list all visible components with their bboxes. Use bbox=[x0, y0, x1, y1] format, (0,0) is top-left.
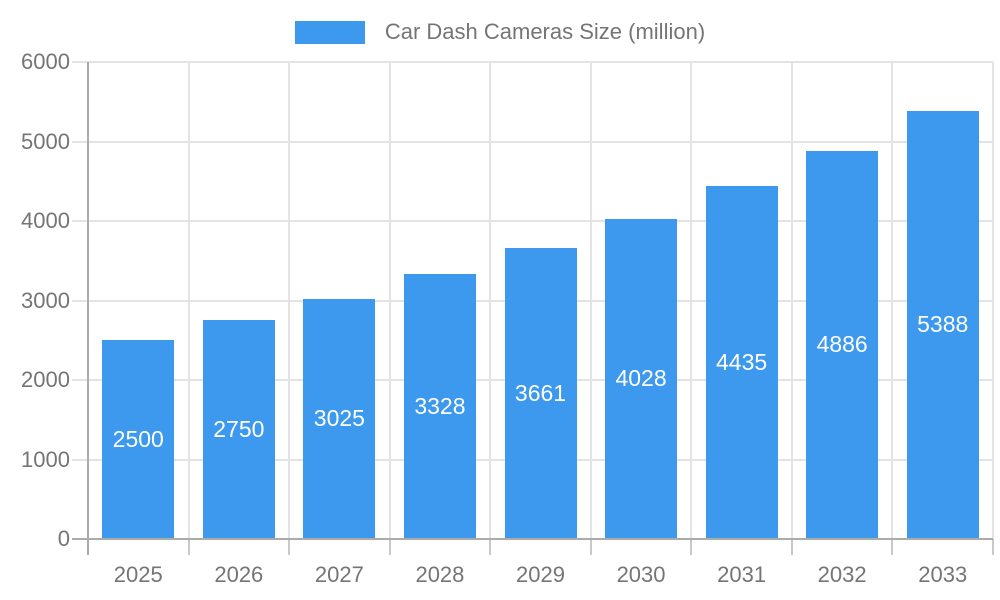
x-gridline bbox=[690, 62, 693, 539]
bar-value-label: 3661 bbox=[514, 379, 567, 406]
x-axis-label: 2028 bbox=[415, 562, 465, 587]
x-axis-label: 2031 bbox=[717, 562, 767, 587]
bar-value-label: 3328 bbox=[414, 393, 466, 420]
y-tick bbox=[72, 61, 88, 63]
x-tick bbox=[690, 539, 693, 555]
x-tick bbox=[187, 539, 190, 555]
bar-value-label: 4886 bbox=[816, 331, 868, 358]
bar-2026[interactable] bbox=[202, 320, 275, 539]
bar-value-label: 2500 bbox=[112, 426, 164, 453]
x-gridline bbox=[790, 62, 793, 539]
x-gridline bbox=[489, 62, 492, 539]
y-tick bbox=[72, 458, 88, 461]
y-tick bbox=[72, 220, 88, 222]
x-tick bbox=[992, 539, 994, 555]
bar-2027[interactable] bbox=[303, 298, 376, 539]
bar-value-label: 2750 bbox=[213, 416, 265, 443]
x-gridline bbox=[288, 62, 291, 539]
x-gridline bbox=[187, 62, 190, 539]
y-gridline bbox=[88, 140, 993, 143]
x-axis-label: 2026 bbox=[214, 562, 264, 587]
y-axis-label: 4000 bbox=[21, 208, 70, 233]
y-gridline bbox=[88, 220, 993, 222]
bar-2025[interactable] bbox=[102, 340, 175, 539]
x-tick bbox=[589, 539, 592, 555]
y-axis-label: 1000 bbox=[21, 446, 70, 472]
bar-value-label: 4435 bbox=[716, 349, 768, 376]
x-axis-label: 2030 bbox=[616, 562, 666, 587]
y-axis-label: 0 bbox=[57, 526, 70, 551]
x-tick bbox=[388, 539, 391, 555]
legend-swatch-icon bbox=[294, 20, 365, 44]
x-axis-label: 2025 bbox=[113, 562, 163, 587]
bar-value-label: 4028 bbox=[615, 365, 667, 392]
y-axis-label: 5000 bbox=[21, 128, 70, 154]
y-tick bbox=[72, 299, 88, 302]
x-tick bbox=[489, 539, 492, 555]
bar-value-label: 5388 bbox=[917, 311, 969, 338]
x-tick bbox=[288, 539, 291, 555]
x-gridline bbox=[589, 62, 592, 539]
y-axis-label: 3000 bbox=[21, 287, 70, 313]
bar-2032[interactable] bbox=[806, 150, 879, 539]
x-tick bbox=[891, 539, 894, 555]
x-gridline bbox=[992, 62, 994, 539]
bar-2030[interactable] bbox=[605, 218, 678, 539]
bar-2031[interactable] bbox=[705, 186, 778, 539]
bar-2029[interactable] bbox=[504, 247, 577, 539]
y-tick bbox=[72, 140, 88, 143]
chart-legend[interactable]: Car Dash Cameras Size (million) bbox=[0, 17, 1000, 47]
x-tick bbox=[790, 539, 793, 555]
x-axis-line bbox=[72, 538, 993, 540]
x-axis-label: 2029 bbox=[516, 562, 565, 587]
x-axis-label: 2027 bbox=[314, 562, 364, 587]
bar-value-label: 3025 bbox=[313, 405, 365, 432]
bar-2033[interactable] bbox=[906, 110, 979, 539]
y-tick bbox=[72, 379, 88, 381]
y-axis-label: 2000 bbox=[21, 367, 70, 392]
x-gridline bbox=[388, 62, 391, 539]
y-gridline bbox=[88, 61, 993, 63]
x-gridline bbox=[891, 62, 894, 539]
y-axis-label: 6000 bbox=[21, 49, 70, 74]
x-axis-label: 2032 bbox=[817, 562, 867, 587]
bar-2028[interactable] bbox=[403, 274, 476, 539]
x-axis-label: 2033 bbox=[918, 562, 968, 587]
legend-label: Car Dash Cameras Size (million) bbox=[384, 19, 706, 44]
y-axis-line bbox=[87, 62, 89, 555]
